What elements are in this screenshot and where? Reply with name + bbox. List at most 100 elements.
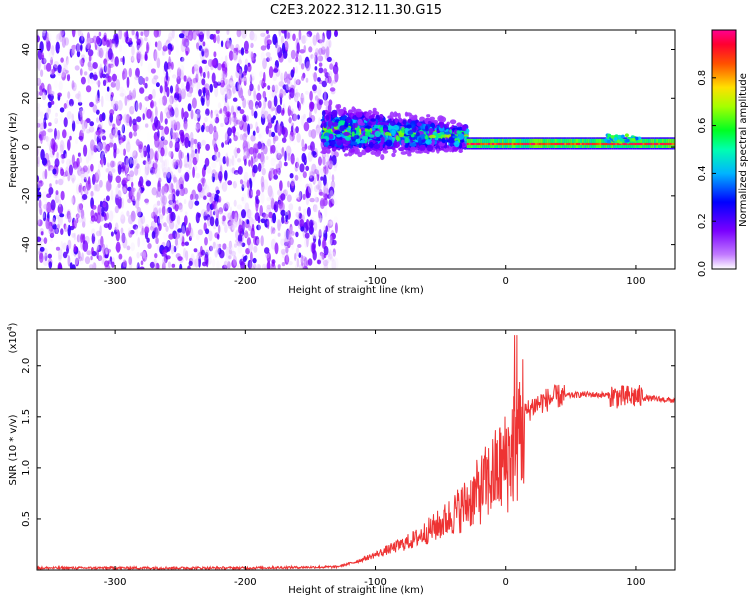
spectrogram-cell [101,152,104,160]
spectrogram-cell [245,248,251,255]
spectrogram-cell [237,158,242,163]
spectrogram-cell [300,254,304,267]
spectrogram-cell [298,206,302,212]
spectrogram-cell [151,187,158,196]
spectrogram-cell [295,66,298,74]
spectrogram-cell [37,189,40,201]
spectrogram-cell [177,228,183,233]
spectrogram-cell [183,111,189,119]
spectrogram-cell [173,245,177,253]
spectrogram-cell [626,142,629,146]
spectrogram-cell [312,204,317,213]
snr-x-label: Height of straight line (km) [288,585,424,596]
spectrogram-cell [323,100,329,107]
spectrogram-cell [128,37,133,44]
spectrogram-cell [135,31,139,40]
spectrogram-cell [295,126,299,134]
spectrogram-cell [38,199,42,209]
spectrogram-cell [233,159,237,166]
spectrogram-cell [325,155,330,163]
spectrogram-cell [266,197,272,202]
spectrogram-cell [426,150,430,155]
x-tick-label: -100 [364,577,387,588]
spectrogram-cell [308,129,313,138]
spectrogram-cell [169,95,174,105]
spectrogram-cell [40,133,43,145]
spectrogram-cell [248,188,253,199]
spectrogram-cell [318,67,324,74]
spectrogram-cell [194,193,200,200]
spectrogram-cell [211,193,216,199]
spectrogram-cell [161,205,166,216]
spectrogram-cell [312,214,319,219]
spectrogram-cell [439,116,447,123]
spectrogram-cell [62,242,68,250]
spectrogram-cell [418,137,422,144]
spectrogram-cell [129,44,135,54]
spectrogram-cell [50,199,56,211]
spectrogram-cell [118,44,123,53]
spectrogram-cell [308,170,313,179]
spectrogram-cell [222,264,228,269]
spectrogram-cell [194,148,198,154]
spectrogram-cell [449,142,454,147]
spectrogram-cell [317,39,324,44]
spectrogram-cell [45,135,49,142]
spectrogram-cell [190,145,194,153]
spectrogram-cell [73,216,78,228]
spectrogram-cell [55,228,59,234]
spectrogram-cell [348,148,356,153]
spectrogram-cell [578,142,581,146]
spectrogram-cell [265,252,270,259]
snr-panel: -300 -200 -100 0 100 0.51.01.52.0 Height of … [6,322,676,596]
spectrogram-cell [267,34,271,39]
spectrogram-cell [238,56,242,63]
spectrogram-cell [389,120,396,126]
spectrogram-cell [454,140,460,148]
spectrogram-cell [256,224,261,231]
spectrogram-cell [138,102,143,111]
spectrogram-cell [284,39,290,51]
spectrogram-cell [136,50,142,62]
spectrogram-cell [68,98,74,107]
spectrogram-cell [118,253,123,260]
spectrogram-cell [166,166,171,179]
spectrogram-cell [280,35,284,44]
spectrogram-cell [382,128,388,132]
spectrogram-cell [108,38,113,49]
spectrogram-cell [72,87,78,94]
spectrogram-cell [175,179,181,191]
spectrogram-cell [444,131,451,135]
spectrogram-cell [621,142,624,146]
spectrogram-cell [192,31,197,41]
spectrogram-cell [494,142,497,146]
spectrogram-cell [77,203,83,214]
spectrogram-cell [339,108,345,114]
spectrogram-cell [158,223,162,231]
spectrogram-cell [208,230,213,242]
spectrogram-cell [79,110,83,118]
spectrogram-cell [292,113,298,122]
spectrogram-cell [266,88,271,101]
spectrogram-cell [191,259,197,267]
spectrogram-y-label: Frequency (Hz) [8,112,19,188]
spectrogram-cell [86,250,92,256]
spectrogram-cell [265,52,271,57]
spectrogram-cell [60,66,66,78]
spectrogram-cell [229,214,234,226]
spectrogram-cell [209,216,215,227]
spectrogram-cell [47,93,51,99]
spectrogram-cell [79,129,84,142]
spectrogram-cell [260,51,265,61]
spectrogram-cell [180,88,186,100]
spectrogram-cell [323,122,327,129]
spectrogram-cell [136,44,141,54]
spectrogram-cell [331,196,336,205]
spectrogram-cell [263,82,267,88]
spectrogram-cell [313,204,318,217]
spectrogram-cell [331,259,337,269]
spectrogram-cell [262,57,267,70]
spectrogram-cell [125,114,131,124]
spectrogram-cell [294,252,297,262]
spectrogram-cell [58,199,62,208]
